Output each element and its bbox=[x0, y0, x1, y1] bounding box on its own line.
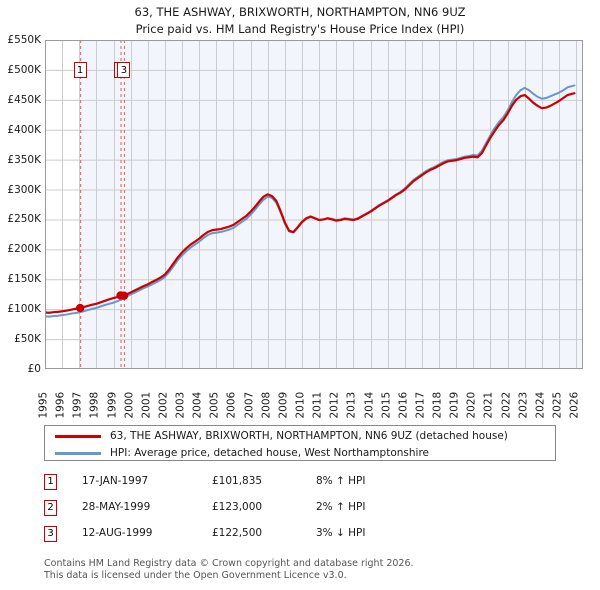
sale-price: £123,000 bbox=[212, 501, 263, 513]
legend-item-hpi: HPI: Average price, detached house, West… bbox=[45, 444, 555, 462]
legend-label: HPI: Average price, detached house, West… bbox=[110, 447, 429, 459]
sale-hpi-delta: 8% ↑ HPI bbox=[316, 475, 366, 487]
chart-plot-area: 123 bbox=[45, 40, 583, 369]
x-tick-label: 1996 bbox=[54, 391, 67, 418]
sale-point-marker[interactable] bbox=[119, 291, 129, 300]
series-line-price-paid bbox=[45, 92, 576, 314]
x-tick-label: 2012 bbox=[328, 391, 341, 418]
y-tick-label: £400K bbox=[7, 123, 41, 136]
sale-flag-1[interactable]: 1 bbox=[73, 62, 87, 78]
sale-row[interactable]: 3 12-AUG-1999 £122,500 3% ↓ HPI bbox=[44, 524, 444, 550]
y-tick-label: £450K bbox=[7, 93, 41, 106]
x-tick-label: 2026 bbox=[568, 391, 581, 418]
x-tick-label: 2024 bbox=[534, 391, 547, 418]
x-tick-label: 2021 bbox=[482, 391, 495, 418]
x-tick-label: 2018 bbox=[431, 391, 444, 418]
legend-label: 63, THE ASHWAY, BRIXWORTH, NORTHAMPTON, … bbox=[110, 430, 508, 442]
sale-row[interactable]: 2 28-MAY-1999 £123,000 2% ↑ HPI bbox=[44, 498, 444, 524]
y-tick-label: £350K bbox=[7, 153, 41, 166]
footer-line-2: This data is licensed under the Open Gov… bbox=[44, 569, 347, 581]
x-tick-label: 2016 bbox=[397, 391, 410, 418]
x-tick-label: 1998 bbox=[88, 391, 101, 418]
x-tick-label: 2000 bbox=[123, 391, 136, 418]
y-tick-label: £300K bbox=[7, 183, 41, 196]
y-tick-label: £100K bbox=[7, 303, 41, 316]
sale-date: 12-AUG-1999 bbox=[82, 527, 153, 539]
chart-svg bbox=[45, 40, 583, 369]
sale-date: 28-MAY-1999 bbox=[82, 501, 151, 513]
title-line-1: 63, THE ASHWAY, BRIXWORTH, NORTHAMPTON, … bbox=[134, 5, 466, 19]
y-tick-label: £50K bbox=[14, 333, 41, 346]
x-tick-label: 2005 bbox=[208, 391, 221, 418]
y-tick-label: £250K bbox=[7, 213, 41, 226]
x-tick-label: 2011 bbox=[311, 391, 324, 418]
x-tick-label: 2010 bbox=[294, 391, 307, 418]
sale-price: £101,835 bbox=[212, 475, 263, 487]
sale-hpi-delta: 3% ↓ HPI bbox=[316, 527, 366, 539]
sale-price: £122,500 bbox=[212, 527, 263, 539]
x-tick-label: 1999 bbox=[106, 391, 119, 418]
x-tick-label: 2008 bbox=[260, 391, 273, 418]
x-tick-label: 2019 bbox=[448, 391, 461, 418]
x-tick-label: 2009 bbox=[277, 391, 290, 418]
y-tick-label: £150K bbox=[7, 273, 41, 286]
legend-item-price-paid: 63, THE ASHWAY, BRIXWORTH, NORTHAMPTON, … bbox=[45, 427, 555, 445]
x-tick-label: 2007 bbox=[243, 391, 256, 418]
x-tick-label: 2006 bbox=[225, 391, 238, 418]
shaded-ownership-band bbox=[80, 40, 583, 369]
legend-color-swatch bbox=[55, 452, 101, 455]
x-tick-label: 1995 bbox=[37, 391, 50, 418]
sale-hpi-delta: 2% ↑ HPI bbox=[316, 501, 366, 513]
chart-legend: 63, THE ASHWAY, BRIXWORTH, NORTHAMPTON, … bbox=[44, 425, 556, 461]
x-tick-label: 2003 bbox=[174, 391, 187, 418]
x-tick-label: 2023 bbox=[517, 391, 530, 418]
x-tick-label: 2022 bbox=[500, 391, 513, 418]
x-tick-label: 2025 bbox=[551, 391, 564, 418]
plot-border bbox=[45, 40, 583, 369]
page-title: 63, THE ASHWAY, BRIXWORTH, NORTHAMPTON, … bbox=[0, 4, 600, 38]
x-tick-label: 1997 bbox=[71, 391, 84, 418]
sale-index-badge: 3 bbox=[44, 526, 57, 542]
sale-date: 17-JAN-1997 bbox=[82, 475, 149, 487]
sale-point-marker[interactable] bbox=[75, 303, 85, 313]
footer-line-1: Contains HM Land Registry data © Crown c… bbox=[44, 558, 414, 569]
x-tick-label: 2001 bbox=[140, 391, 153, 418]
legend-color-swatch bbox=[55, 435, 101, 438]
y-tick-label: £0 bbox=[27, 363, 41, 375]
x-tick-label: 2014 bbox=[363, 391, 376, 418]
sale-row[interactable]: 1 17-JAN-1997 £101,835 8% ↑ HPI bbox=[44, 472, 444, 498]
x-tick-label: 2002 bbox=[157, 391, 170, 418]
x-tick-label: 2015 bbox=[380, 391, 393, 418]
footer-attribution: Contains HM Land Registry data © Crown c… bbox=[44, 558, 584, 581]
x-tick-label: 2013 bbox=[345, 391, 358, 418]
y-tick-label: £550K bbox=[7, 34, 41, 46]
x-axis-labels: 1995 1996 1997 1998 1999 2000 2001 2002 2003 2004… bbox=[38, 372, 583, 418]
sale-index-badge: 1 bbox=[44, 474, 57, 490]
title-line-2: Price paid vs. HM Land Registry's House … bbox=[135, 22, 465, 36]
y-axis-labels: £0 £50K £100K £150K £200K £250K £300K £350K £400… bbox=[0, 35, 41, 375]
sale-flag-3[interactable]: 3 bbox=[117, 62, 131, 78]
x-tick-label: 2004 bbox=[191, 391, 204, 418]
x-tick-label: 2020 bbox=[465, 391, 478, 418]
y-tick-label: £200K bbox=[7, 243, 41, 256]
y-tick-label: £500K bbox=[7, 63, 41, 76]
x-tick-label: 2017 bbox=[414, 391, 427, 418]
sales-table: 1 17-JAN-1997 £101,835 8% ↑ HPI 2 28-MAY-1999… bbox=[44, 472, 444, 550]
sale-index-badge: 2 bbox=[44, 500, 57, 516]
